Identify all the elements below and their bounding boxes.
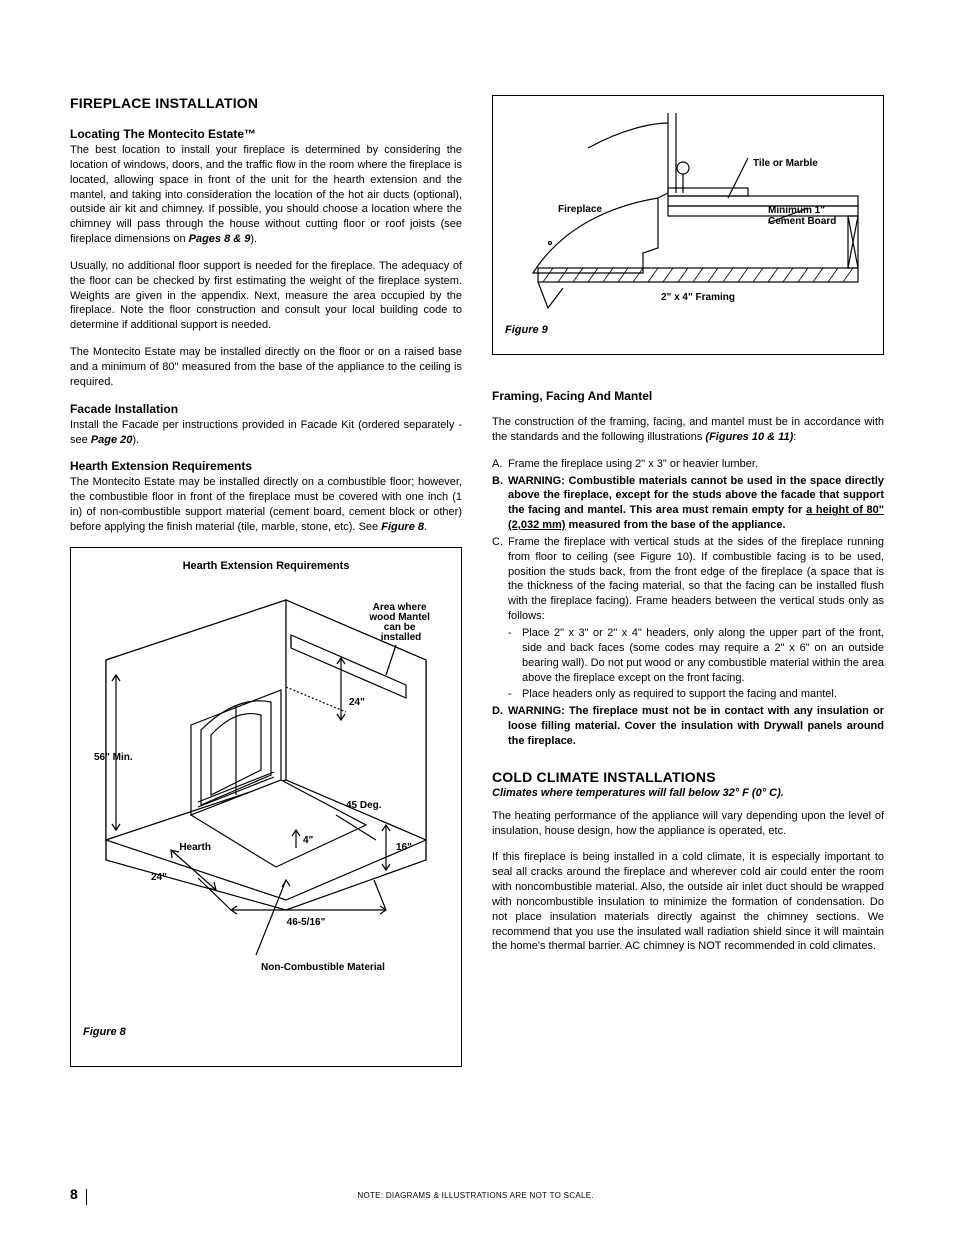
- label: Fireplace: [558, 204, 602, 215]
- text: .: [424, 521, 427, 533]
- label: Area where wood Mantel can be installed: [368, 602, 432, 643]
- text: ).: [250, 233, 257, 245]
- item-d: D.WARNING: The fireplace must not be in …: [492, 704, 884, 749]
- footer-note: NOTE: DIAGRAMS & ILLUSTRATIONS ARE NOT T…: [357, 1191, 594, 1200]
- label: Hearth: [179, 842, 211, 853]
- locating-head: Locating The Montecito Estate™: [70, 127, 462, 141]
- locating-p3: The Montecito Estate may be installed di…: [70, 345, 462, 390]
- label: 24": [151, 872, 167, 883]
- label: Minimum 1" Cement Board: [768, 205, 836, 227]
- figure-8-caption: Figure 8: [83, 1026, 449, 1038]
- text: Frame the fireplace using 2" x 3" or hea…: [508, 458, 758, 470]
- locating-p2: Usually, no additional floor support is …: [70, 259, 462, 333]
- text: :: [793, 431, 796, 443]
- text: ).: [132, 434, 139, 446]
- label: 4": [303, 835, 314, 846]
- label: 45 Deg.: [346, 800, 382, 811]
- label: 56" Min.: [94, 752, 133, 763]
- framing-intro: The construction of the framing, facing,…: [492, 415, 884, 445]
- cold-p2: If this fireplace is being installed in …: [492, 850, 884, 954]
- figure-9-caption: Figure 9: [505, 324, 871, 336]
- framing-head: Framing, Facing And Mantel: [492, 389, 884, 403]
- page-number: 8: [70, 1186, 78, 1202]
- section-title: FIREPLACE INSTALLATION: [70, 95, 462, 111]
- page-number-wrap: 8: [70, 1186, 87, 1205]
- item-a: A.Frame the fireplace using 2" x 3" or h…: [492, 457, 884, 472]
- label: 46-5/16": [287, 917, 326, 928]
- framing-list: A.Frame the fireplace using 2" x 3" or h…: [492, 457, 884, 749]
- facade-p: Install the Facade per instructions prov…: [70, 418, 462, 448]
- label: 2" x 4" Framing: [661, 292, 735, 303]
- text: WARNING: The fireplace must not be in co…: [508, 705, 884, 747]
- figure-9-box: Fireplace Tile or Marble Minimum 1" Ceme…: [492, 95, 884, 355]
- divider-icon: [86, 1189, 87, 1205]
- cold-p1: The heating performance of the appliance…: [492, 809, 884, 839]
- sublist: Place 2" x 3" or 2" x 4" headers, only a…: [508, 626, 884, 702]
- subitem: Place headers only as required to suppor…: [508, 687, 884, 702]
- label: 24": [349, 697, 365, 708]
- text: The best location to install your firepl…: [70, 144, 462, 245]
- item-c: C.Frame the fireplace with vertical stud…: [492, 535, 884, 702]
- label: Non-Combustible Material: [261, 962, 385, 973]
- page-ref: Page 20: [91, 434, 133, 446]
- figure-9-diagram: Fireplace Tile or Marble Minimum 1" Ceme…: [508, 108, 868, 318]
- page-footer: 8 NOTE: DIAGRAMS & ILLUSTRATIONS ARE NOT…: [70, 1186, 884, 1205]
- item-b: B.WARNING: Combustible materials cannot …: [492, 474, 884, 533]
- locating-p1: The best location to install your firepl…: [70, 143, 462, 247]
- page-ref: Pages 8 & 9: [189, 233, 251, 245]
- text: The construction of the framing, facing,…: [492, 416, 884, 443]
- label: 16": [396, 842, 412, 853]
- fig-ref: Figure 10: [640, 551, 689, 563]
- fig-ref: (Figures 10 & 11): [705, 431, 793, 443]
- text: measured from the base of the appliance.: [565, 519, 785, 531]
- fig-ref: Figure 8: [381, 521, 424, 533]
- facade-head: Facade Installation: [70, 402, 462, 416]
- cold-sub: Climates where temperatures will fall be…: [492, 787, 884, 799]
- label: Tile or Marble: [753, 158, 818, 169]
- figure-8-box: Hearth Extension Requirements: [70, 547, 462, 1067]
- hearth-head: Hearth Extension Requirements: [70, 459, 462, 473]
- right-column: Fireplace Tile or Marble Minimum 1" Ceme…: [492, 95, 884, 1155]
- hearth-p: The Montecito Estate may be installed di…: [70, 475, 462, 534]
- left-column: FIREPLACE INSTALLATION Locating The Mont…: [70, 95, 462, 1155]
- subitem: Place 2" x 3" or 2" x 4" headers, only a…: [508, 626, 884, 685]
- cold-head: COLD CLIMATE INSTALLATIONS: [492, 769, 884, 785]
- figure-8-diagram: Area where wood Mantel can be installed …: [86, 580, 446, 1020]
- page-columns: FIREPLACE INSTALLATION Locating The Mont…: [70, 95, 884, 1155]
- figure-8-title: Hearth Extension Requirements: [83, 560, 449, 572]
